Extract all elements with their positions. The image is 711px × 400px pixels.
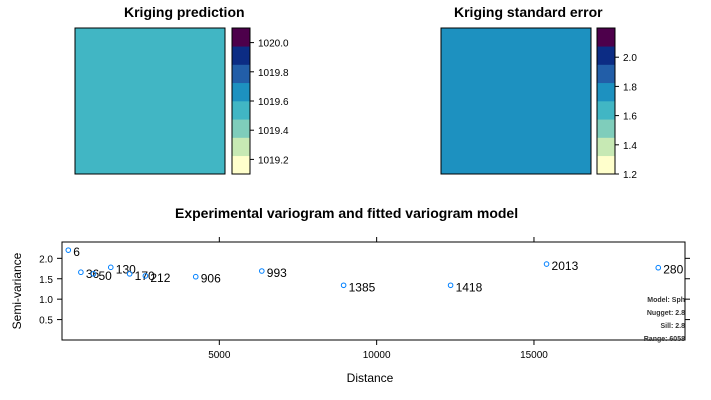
variogram-point	[447, 282, 454, 289]
colorbar-frame	[596, 27, 616, 175]
x-tick-label: 5000	[208, 350, 231, 361]
colorbar-segment	[232, 64, 250, 84]
stderr-panel: 2.0 1.8 1.6 1.4 1.2	[440, 27, 637, 181]
chart-title: Experimental variogram and fitted variog…	[175, 205, 519, 221]
colorbar-segment	[597, 82, 615, 102]
variogram-point	[192, 273, 199, 280]
colorbar-tick-label: 1019.4	[258, 126, 289, 137]
y-tick-label: 1.0	[39, 295, 53, 306]
model-info-line: Model: Sph	[647, 297, 685, 304]
colorbar-segment	[597, 64, 615, 84]
point-count-label: 1385	[349, 280, 376, 294]
x-axis: 5000 10000 15000	[208, 237, 548, 361]
x-axis-label: Distance	[347, 371, 394, 385]
colorbar-tick-label: 2.0	[623, 53, 637, 64]
colorbar-segment	[232, 101, 250, 120]
variogram-point	[65, 247, 72, 253]
colorbar-segment	[232, 46, 250, 65]
prediction-colorbar: 1020.0 1019.8 1019.6 1019.4 1019.2	[231, 27, 289, 175]
variogram-point	[655, 264, 662, 271]
y-axis: 0.5 1.0 1.5 2.0	[39, 254, 690, 327]
colorbar-segment	[232, 119, 250, 138]
colorbar-tick-label: 1.4	[623, 141, 637, 152]
x-tick-label: 15000	[520, 350, 548, 361]
model-info-line: Sill: 2.8	[660, 323, 685, 330]
colorbar-segment	[232, 82, 250, 102]
model-info-line: Nugget: 2.8	[647, 310, 685, 317]
variogram-point	[107, 264, 114, 271]
colorbar-segment	[232, 155, 250, 175]
variogram-point	[126, 271, 133, 277]
stderr-colorbar: 2.0 1.8 1.6 1.4 1.2	[596, 27, 637, 181]
panel-title-prediction: Kriging prediction	[124, 4, 245, 20]
point-count-label: 130	[116, 262, 136, 276]
plot-frame	[61, 241, 686, 341]
point-count-label: 280	[663, 263, 683, 277]
prediction-panel: 1020.0 1019.8 1019.6 1019.4 1019.2	[74, 27, 289, 175]
variogram-point	[259, 268, 265, 274]
variogram-point	[340, 282, 347, 289]
colorbar-tick-label: 1.2	[623, 170, 637, 181]
y-tick-label: 1.5	[39, 275, 53, 286]
point-count-label: 170	[135, 269, 155, 283]
colorbar-segment	[597, 119, 615, 138]
point-count-label: 212	[150, 271, 170, 285]
colorbar-segment	[597, 101, 615, 120]
point-count-label: 993	[267, 266, 287, 280]
colorbar-segment	[232, 137, 250, 157]
y-tick-label: 2.0	[39, 254, 53, 265]
point-count-label: 6	[73, 245, 80, 259]
colorbar-tick-label: 1019.6	[258, 97, 289, 108]
x-tick-label: 10000	[363, 350, 391, 361]
colorbar-segment	[232, 28, 250, 47]
y-axis-label: Semi-variance	[10, 252, 24, 329]
point-count-label: 2013	[552, 259, 579, 273]
colorbar-tick-label: 1.6	[623, 112, 637, 123]
model-info-line: Range: 6058	[644, 336, 685, 343]
stderr-map	[440, 27, 592, 175]
colorbar-tick-label: 1020.0	[258, 39, 289, 50]
point-count-label: 906	[201, 272, 221, 286]
colorbar-segment	[597, 46, 615, 65]
colorbar-segment	[597, 155, 615, 175]
point-count-label: 50	[98, 269, 112, 283]
colorbar-segment	[597, 28, 615, 47]
colorbar-tick-label: 1019.8	[258, 68, 289, 79]
variogram-point	[78, 269, 84, 276]
colorbar-tick-label: 1019.2	[258, 155, 289, 166]
point-count-label: 1418	[456, 280, 483, 294]
panel-title-stderr: Kriging standard error	[454, 4, 603, 20]
model-info: Model: Sph Nugget: 2.8 Sill: 2.8 Range: 605…	[644, 297, 685, 343]
point-count-label: 36	[86, 267, 100, 281]
y-tick-label: 0.5	[39, 316, 53, 327]
variogram-point	[142, 273, 149, 279]
variogram-point	[543, 261, 550, 267]
variogram-point	[90, 271, 97, 277]
prediction-map	[74, 27, 226, 175]
colorbar-segment	[597, 137, 615, 157]
colorbar-tick-label: 1.8	[623, 82, 637, 93]
